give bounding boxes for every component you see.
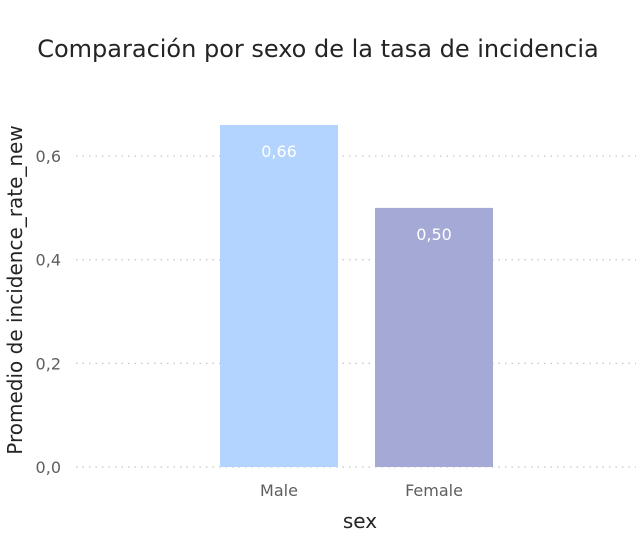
x-tick-label: Male xyxy=(260,481,298,500)
y-tick-label: 0,2 xyxy=(36,354,61,373)
data-label: 0,50 xyxy=(416,225,452,244)
x-axis-title: sex xyxy=(343,509,377,533)
data-label: 0,66 xyxy=(261,142,297,161)
y-axis-title: Promedio de incidence_rate_new xyxy=(3,125,27,454)
y-axis-ticks: 0,0 0,2 0,4 0,6 xyxy=(36,147,61,477)
x-axis-ticks: Male Female xyxy=(260,481,463,500)
x-tick-label: Female xyxy=(405,481,463,500)
y-tick-label: 0,6 xyxy=(36,147,61,166)
bars xyxy=(220,125,493,467)
bar-female[interactable] xyxy=(375,207,493,467)
data-labels: 0,66 0,50 xyxy=(261,142,452,244)
gridlines xyxy=(76,155,636,468)
bar-male[interactable] xyxy=(220,125,338,467)
y-tick-label: 0,0 xyxy=(36,458,61,477)
chart-title: Comparación por sexo de la tasa de incid… xyxy=(37,35,599,63)
y-tick-label: 0,4 xyxy=(36,251,61,270)
